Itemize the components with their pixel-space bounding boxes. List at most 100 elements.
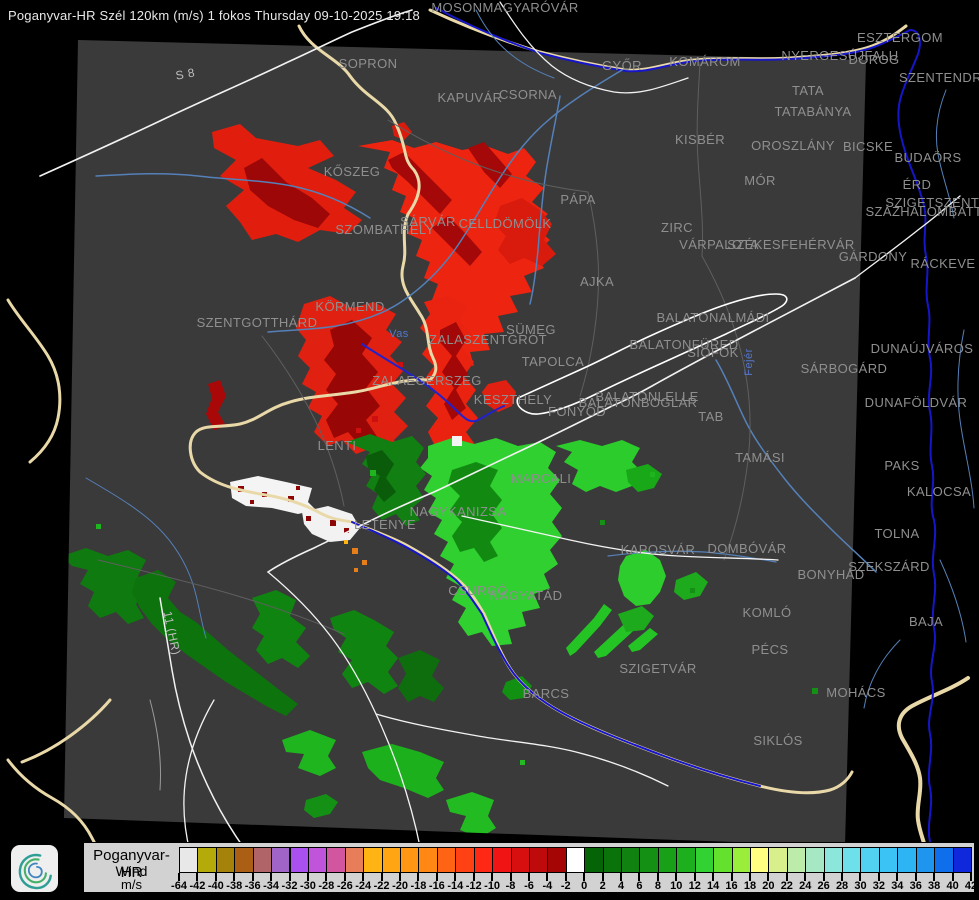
legend-color-box: [878, 847, 899, 873]
echo-green-csurgo-b: [330, 610, 398, 694]
legend-tick-label: 26: [817, 880, 830, 892]
legend-tick-label: 20: [762, 880, 775, 892]
echo-green-szigetvar-3: [628, 628, 658, 652]
legend-color-box: [547, 847, 567, 873]
legend-tick-label: -16: [428, 880, 445, 892]
legend-tick: [435, 873, 438, 881]
city-label-g-rdony: GÁRDONY: [839, 249, 908, 264]
legend-color-box: [381, 847, 401, 873]
legend-color-box: [731, 847, 751, 873]
city-label-fony-d: FONYÓD: [548, 404, 606, 419]
river-west-light: [85, 477, 207, 639]
city-label-k-rmend: KÖRMEND: [315, 299, 384, 314]
road-barcs: [375, 713, 669, 787]
river-se-light: [863, 639, 901, 709]
legend-tick-label: 30: [854, 880, 867, 892]
radar-product-title: Poganyvar-HR Szél 120km (m/s) 1 fokos Th…: [8, 8, 420, 23]
radar-echo-dot: [812, 688, 818, 694]
legend-tick-label: -22: [373, 880, 390, 892]
city-label-buda-rs: BUDAÖRS: [894, 150, 961, 165]
legend-color-box: [271, 847, 291, 873]
legend-color-box: [584, 847, 604, 873]
city-label-baja: BAJA: [909, 614, 943, 629]
legend-tick-label: -8: [505, 880, 516, 892]
echo-green-csurgo-a: [252, 590, 310, 668]
country-border-danube-south: [896, 676, 970, 862]
city-label-bonyh-d: BONYHÁD: [797, 567, 864, 582]
legend-color-box: [197, 847, 217, 873]
city-label-sopron: SOPRON: [339, 56, 398, 71]
legend-tick-label: 10: [670, 880, 683, 892]
city-label-kapuv-r: KAPUVÁR: [438, 90, 503, 105]
legend-tick: [491, 873, 494, 881]
legend-tick-label: 12: [688, 880, 701, 892]
city-label-kom-rom: KOMÁROM: [669, 54, 740, 69]
city-label-tata: TATA: [792, 83, 824, 98]
echo-green-bottom-2: [362, 744, 444, 798]
echo-green-ne-szigetvar: [674, 572, 708, 600]
radar-echo-dot: [296, 486, 300, 490]
legend-color-box: [436, 847, 457, 873]
road-hr11: [159, 597, 255, 863]
legend-tick: [288, 873, 291, 881]
legend-color-box: [676, 847, 696, 873]
legend-color-box: [842, 847, 862, 873]
legend-color-box: [823, 847, 844, 873]
county-line-1: [696, 63, 704, 257]
radar-echo-dot: [288, 496, 294, 502]
country-border-slovenia: [188, 378, 432, 524]
city-label-mosonmagyar-v-r: MOSONMAGYARÓVÁR: [431, 0, 578, 15]
legend-color-box: [860, 847, 880, 873]
city-label-p-cs: PÉCS: [751, 642, 788, 657]
echo-green-left-band: [132, 570, 298, 716]
city-label--rd: ÉRD: [903, 177, 932, 192]
radar-echo-dot: [250, 500, 254, 504]
echo-red-nw-core: [244, 158, 330, 228]
legend-color-box: [252, 847, 273, 873]
radar-echo-dot: [306, 516, 311, 521]
legend-tick-label: -34: [263, 880, 280, 892]
city-label-tolna: TOLNA: [874, 526, 919, 541]
city-label-tam-si: TAMÁSI: [735, 450, 785, 465]
legend-tick: [251, 873, 254, 881]
city-label-balatonbogl-r: BALATONBOGLÁR: [579, 395, 698, 410]
legend-tick: [564, 873, 567, 881]
city-label-v-rpalota: VÁRPALOTA: [679, 237, 759, 252]
river-raba: [267, 69, 623, 333]
legend-tick: [620, 873, 623, 881]
legend-color-box: [326, 847, 346, 873]
radar-logo[interactable]: [11, 845, 58, 892]
legend-color-box: [694, 847, 715, 873]
legend-tick: [546, 873, 549, 881]
legend-tick-label: 8: [654, 880, 661, 892]
river-east3: [939, 559, 967, 643]
echo-green-szigetvar-1: [566, 604, 612, 656]
city-label-dunaf-ldv-r: DUNAFÖLDVÁR: [865, 395, 968, 410]
city-label-celld-m-lk: CELLDÖMÖLK: [459, 216, 552, 231]
radar-echo-dot: [690, 588, 695, 593]
legend-color-box: [713, 847, 733, 873]
river-mura: [351, 521, 483, 615]
echo-green-bottom-1: [282, 730, 336, 776]
legend-tick-label: 36: [909, 880, 922, 892]
county-line-2: [387, 119, 589, 193]
country-border-austria: [297, 24, 438, 382]
legend-color-box: [289, 847, 309, 873]
road-m7: [267, 277, 856, 573]
legend-tick: [785, 873, 788, 881]
legend-tick-label: 18: [743, 880, 757, 892]
road-sw2: [149, 699, 161, 791]
river-repce: [95, 172, 371, 219]
city-label-dorog: DOROG: [848, 52, 899, 67]
city-label-moh-cs: MOHÁCS: [826, 685, 885, 700]
radar-echo-dot: [372, 416, 378, 422]
city-label-p-pa: PÁPA: [560, 192, 595, 207]
legend-tick-label: 28: [835, 880, 849, 892]
echo-green-marcali-e: [626, 464, 662, 492]
legend-tick: [693, 873, 696, 881]
legend-tick-label: 22: [780, 880, 793, 892]
city-label-r-ckeve: RÁCKEVE: [911, 256, 976, 271]
city-label-szeksz-rd: SZEKSZÁRD: [848, 559, 930, 574]
legend-tick: [306, 873, 309, 881]
city-label-letenye: LETENYE: [354, 517, 416, 532]
